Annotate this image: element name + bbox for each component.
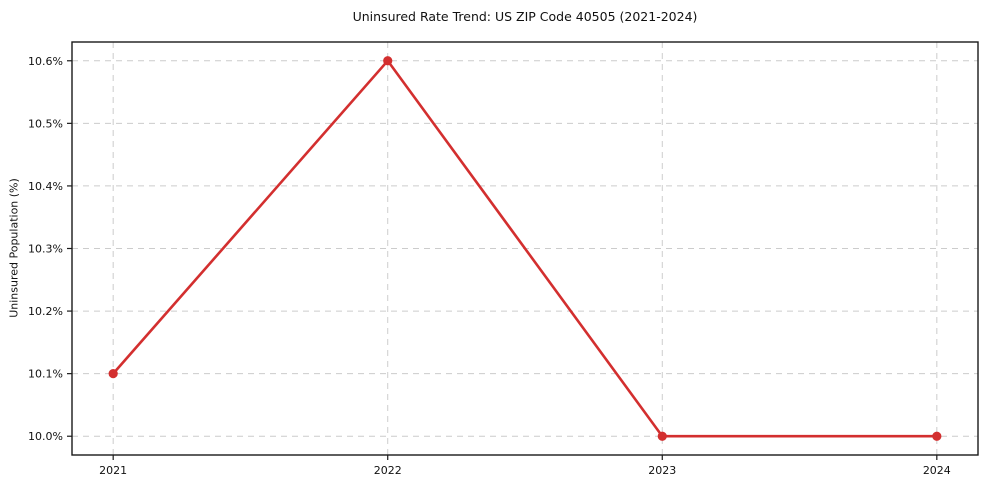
x-tick-label: 2021 xyxy=(99,464,127,477)
y-tick-label: 10.3% xyxy=(28,243,63,256)
chart-title: Uninsured Rate Trend: US ZIP Code 40505 … xyxy=(352,9,698,24)
y-tick-label: 10.6% xyxy=(28,55,63,68)
y-tick-label: 10.5% xyxy=(28,117,63,130)
data-point-marker xyxy=(932,431,942,441)
x-tick-label: 2023 xyxy=(648,464,676,477)
y-tick-label: 10.2% xyxy=(28,305,63,318)
y-tick-label: 10.1% xyxy=(28,368,63,381)
x-tick-label: 2022 xyxy=(374,464,402,477)
y-tick-label: 10.0% xyxy=(28,430,63,443)
plot-border xyxy=(71,41,979,456)
data-point-marker xyxy=(657,431,667,441)
data-point-marker xyxy=(108,369,118,379)
y-tick-label: 10.4% xyxy=(28,180,63,193)
data-line xyxy=(111,59,939,438)
x-tick-label: 2024 xyxy=(923,464,951,477)
data-point-marker xyxy=(383,56,393,66)
